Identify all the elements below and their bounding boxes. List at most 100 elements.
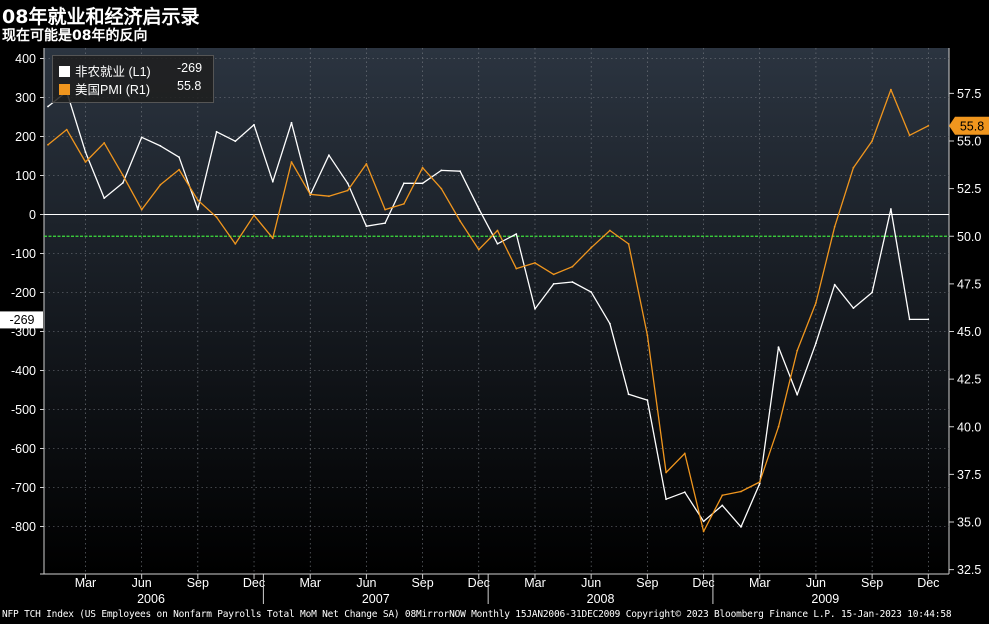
legend-swatch-nfp (59, 66, 70, 77)
legend-swatch-pmi (59, 84, 70, 95)
pmi-point (815, 302, 817, 304)
pmi-point (871, 140, 873, 142)
pmi-point (234, 243, 237, 245)
right-tick-label: 50.0 (957, 230, 981, 244)
pmi-point (140, 208, 143, 211)
pmi-point (477, 248, 480, 251)
nfp-point (627, 393, 630, 396)
pmi-point (515, 267, 518, 270)
pmi-point (84, 161, 87, 163)
nfp-series-line (47, 90, 929, 528)
pmi-point (196, 199, 199, 202)
left-tick-label: -700 (11, 481, 36, 495)
x-month-label: Dec (468, 576, 490, 590)
pmi-point (290, 161, 293, 163)
pmi-point (702, 530, 705, 533)
pmi-point (496, 229, 499, 232)
pmi-point (758, 481, 761, 483)
nfp-point (84, 151, 87, 154)
nfp-point (590, 291, 593, 293)
pmi-point (721, 494, 724, 497)
pmi-point (927, 124, 930, 127)
nfp-point (927, 318, 930, 321)
left-tick-label: -400 (11, 364, 36, 378)
pmi-point (309, 193, 312, 196)
x-month-label: Mar (524, 576, 546, 590)
x-month-label: Jun (806, 576, 826, 590)
nfp-point (496, 242, 499, 245)
x-month-label: Jun (356, 576, 376, 590)
x-month-label: Sep (411, 576, 433, 590)
pmi-point (833, 225, 836, 228)
nfp-point (459, 170, 461, 173)
right-tick-label: 55.0 (957, 135, 981, 149)
nfp-point (571, 281, 574, 283)
pmi-point (215, 216, 218, 219)
nfp-point (290, 121, 293, 124)
right-tick-label: 42.5 (957, 373, 981, 387)
pmi-point (890, 88, 892, 91)
nfp-point (702, 520, 705, 523)
x-year-label: 2009 (811, 592, 839, 606)
nfp-point (871, 291, 873, 294)
pmi-point (609, 229, 611, 232)
nfp-point (740, 526, 742, 528)
pmi-point (796, 349, 799, 352)
nfp-point (833, 283, 836, 286)
left-tick-label: -500 (11, 403, 36, 417)
nfp-point (140, 136, 143, 139)
pmi-point (346, 189, 349, 192)
nfp-point (609, 322, 611, 325)
nfp-point (234, 140, 237, 143)
left-tick-label: 100 (15, 169, 36, 183)
right-tick-label: 57.5 (957, 87, 981, 101)
legend-value-pmi: 55.8 (177, 79, 202, 93)
nfp-point (384, 222, 386, 225)
nfp-point (159, 145, 162, 147)
pmi-point (777, 425, 780, 428)
nfp-point (403, 182, 405, 185)
x-month-label: Dec (243, 576, 265, 590)
x-month-label: Mar (75, 576, 97, 590)
nfp-point (271, 180, 274, 183)
nfp-point (477, 207, 480, 210)
pmi-point (159, 183, 162, 186)
nfp-point (421, 182, 424, 185)
left-tick-label: -800 (11, 520, 36, 534)
pmi-point (908, 134, 911, 137)
pmi-point (665, 471, 667, 474)
chart-title: 08年就业和经济启示录 (2, 6, 200, 28)
pmi-point (403, 203, 405, 205)
pmi-point (534, 262, 536, 264)
nfp-point (178, 156, 181, 159)
pmi-point (103, 142, 106, 144)
pmi-point (627, 243, 630, 245)
nfp-last-value-badge (0, 311, 43, 329)
x-month-label: Sep (861, 576, 883, 590)
left-tick-label: 0 (29, 208, 36, 222)
pmi-point (178, 168, 181, 171)
left-tick-label: 200 (15, 130, 36, 144)
pmi-point (365, 163, 368, 165)
pmi-last-value-badge (949, 116, 989, 135)
pmi-last-value-label: 55.8 (960, 119, 984, 133)
nfp-point (365, 225, 368, 228)
nfp-point (47, 105, 49, 108)
nfp-last-value-label: -269 (9, 313, 34, 327)
pmi-point (740, 490, 742, 493)
nfp-point (646, 399, 649, 401)
left-tick-label: 400 (15, 52, 36, 66)
x-month-label: Sep (636, 576, 658, 590)
nfp-point (328, 154, 330, 157)
pmi-point (122, 174, 124, 177)
pmi-point (421, 166, 424, 169)
nfp-point (534, 308, 536, 310)
pmi-point (440, 187, 443, 190)
left-tick-label: 300 (15, 91, 36, 105)
legend: 非农就业 (L1) -269 美国PMI (R1) 55.8 (52, 55, 214, 103)
legend-label-pmi: 美国PMI (R1) (75, 83, 151, 97)
pmi-series-line (47, 88, 929, 533)
x-month-label: Dec (692, 576, 714, 590)
left-tick-label: -200 (11, 286, 36, 300)
nfp-point (796, 393, 799, 396)
